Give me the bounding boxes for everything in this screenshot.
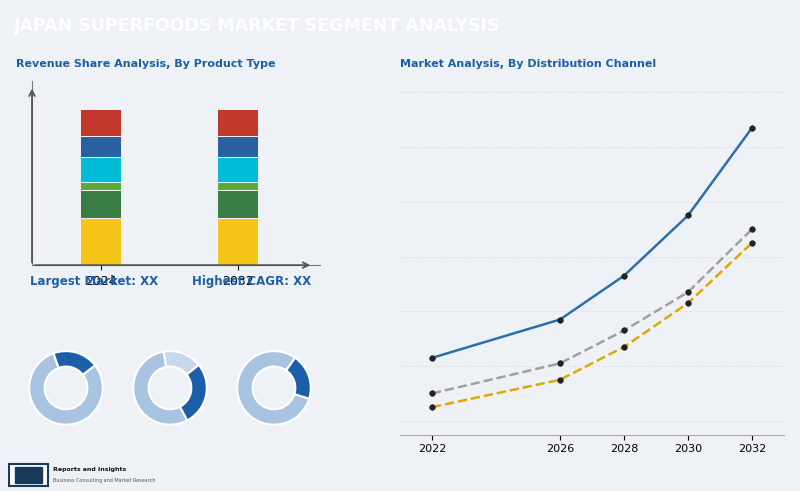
Text: Revenue Share Analysis, By Product Type: Revenue Share Analysis, By Product Type <box>16 59 275 69</box>
Wedge shape <box>134 352 187 425</box>
Text: Reports and Insights: Reports and Insights <box>53 466 126 471</box>
Bar <box>80 218 121 265</box>
Bar <box>217 158 258 183</box>
Text: Highest CAGR: XX: Highest CAGR: XX <box>192 275 311 288</box>
Text: Business Consulting and Market Research: Business Consulting and Market Research <box>53 478 155 483</box>
Bar <box>217 218 258 265</box>
Bar <box>80 190 121 218</box>
Text: Largest Market: XX: Largest Market: XX <box>30 275 158 288</box>
Bar <box>14 467 42 483</box>
Bar <box>9 464 48 486</box>
Bar <box>217 183 258 190</box>
Bar <box>217 109 258 136</box>
Bar <box>80 109 121 136</box>
Bar <box>80 136 121 158</box>
Bar <box>80 158 121 183</box>
Wedge shape <box>30 354 102 425</box>
Wedge shape <box>238 351 309 425</box>
Wedge shape <box>180 365 206 420</box>
Text: JAPAN SUPERFOODS MARKET SEGMENT ANALYSIS: JAPAN SUPERFOODS MARKET SEGMENT ANALYSIS <box>14 17 501 35</box>
Text: Market Analysis, By Distribution Channel: Market Analysis, By Distribution Channel <box>400 59 656 69</box>
Wedge shape <box>164 351 198 375</box>
Bar <box>217 190 258 218</box>
Bar <box>217 136 258 158</box>
Bar <box>80 183 121 190</box>
Wedge shape <box>286 358 310 399</box>
Wedge shape <box>54 351 95 375</box>
